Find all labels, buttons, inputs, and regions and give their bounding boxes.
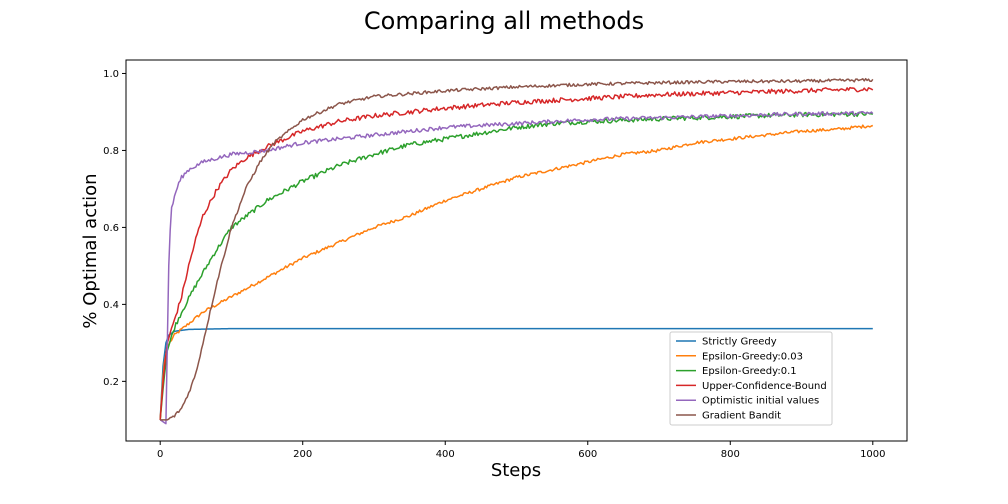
series-line-2	[159, 124, 874, 420]
y-tick-label: 0.8	[103, 146, 119, 157]
x-tick-label: 1000	[860, 449, 885, 460]
legend-entry: Epsilon-Greedy:0.03	[702, 351, 803, 362]
chart-title: Comparing all methods	[364, 7, 644, 35]
y-axis-ticks: 0.2 0.4 0.6 0.8 1.0	[103, 69, 126, 388]
x-axis-ticks: 0 200 400 600 800 1000	[157, 441, 886, 460]
legend-entry: Optimistic initial values	[702, 396, 819, 407]
plot-frame	[125, 59, 908, 442]
legend-entry: Upper-Confidence-Bound	[702, 381, 827, 392]
x-tick-label: 600	[578, 449, 597, 460]
series-line-5	[159, 110, 874, 425]
series-layer	[159, 77, 874, 425]
x-tick-label: 400	[436, 449, 455, 460]
y-tick-label: 0.4	[103, 300, 119, 311]
series-line-4	[159, 86, 874, 420]
legend-entry: Epsilon-Greedy:0.1	[702, 366, 797, 377]
x-tick-label: 800	[721, 449, 740, 460]
legend-entry: Strictly Greedy	[702, 337, 777, 348]
legend-entry: Gradient Bandit	[702, 411, 781, 422]
series-line-1	[159, 327, 873, 420]
y-tick-label: 0.6	[103, 223, 119, 234]
y-tick-label: 0.2	[103, 377, 119, 388]
y-axis-label: % Optimal action	[80, 173, 101, 328]
series-line-6	[160, 77, 874, 421]
x-tick-label: 200	[293, 449, 312, 460]
x-tick-label: 0	[157, 449, 163, 460]
x-axis-label: Steps	[491, 460, 541, 481]
y-tick-label: 1.0	[103, 69, 119, 80]
legend-box	[669, 331, 833, 426]
legend: Strictly Greedy Epsilon-Greedy:0.03 Epsilo…	[669, 331, 833, 426]
